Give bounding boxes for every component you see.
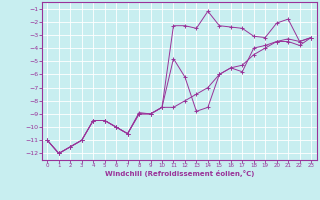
X-axis label: Windchill (Refroidissement éolien,°C): Windchill (Refroidissement éolien,°C) <box>105 170 254 177</box>
